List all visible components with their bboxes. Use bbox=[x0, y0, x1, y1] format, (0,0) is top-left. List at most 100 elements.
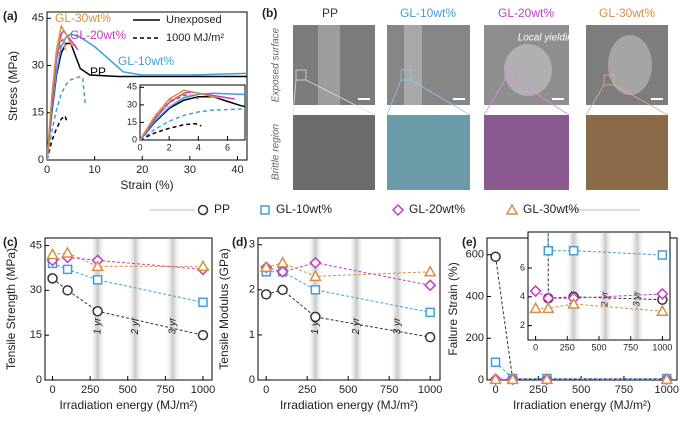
time-band bbox=[307, 239, 324, 379]
x-tick-label: 750 bbox=[615, 384, 633, 396]
stress-strain-curve bbox=[140, 122, 202, 140]
band-label: 1 yr bbox=[92, 317, 103, 334]
y-axis-label: Stress (MPa) bbox=[6, 51, 20, 121]
fit-line bbox=[535, 303, 663, 312]
x-tick-label: 250 bbox=[560, 342, 575, 352]
legend-label: PP bbox=[214, 202, 230, 216]
x-axis-label: Irradiation energy (MJ/m²) bbox=[280, 398, 418, 412]
legend-label: GL-10wt% bbox=[276, 202, 332, 216]
data-point bbox=[310, 285, 321, 295]
y-tick-label: 2 bbox=[249, 284, 255, 296]
band-label: 2 yr bbox=[600, 290, 610, 307]
x-tick-label: 40 bbox=[231, 164, 243, 176]
y-tick-label: 45 bbox=[32, 12, 44, 24]
legend-label: GL-20wt% bbox=[409, 202, 465, 216]
data-point bbox=[260, 289, 272, 300]
y-tick-label: 15 bbox=[127, 117, 137, 127]
legend-marker bbox=[260, 205, 270, 215]
band-label: 3 yr bbox=[392, 317, 403, 334]
sem-texture bbox=[318, 25, 340, 105]
y-tick-label: 30 bbox=[127, 99, 137, 109]
fit-line bbox=[52, 277, 204, 336]
data-point bbox=[656, 304, 669, 316]
data-point bbox=[198, 297, 208, 308]
data-point bbox=[196, 259, 210, 272]
x-tick-label: 0 bbox=[49, 384, 55, 396]
y-axis-label: Tensile Strength (MPa) bbox=[4, 248, 18, 370]
data-point bbox=[276, 265, 289, 278]
fit-line bbox=[266, 289, 431, 338]
fit-line bbox=[52, 262, 204, 303]
x-tick-label: 500 bbox=[591, 342, 606, 352]
y-tick-label: 45 bbox=[30, 239, 42, 251]
x-tick-label: 6 bbox=[225, 142, 230, 152]
x-tick-label: 1000 bbox=[418, 384, 442, 396]
y-tick-label: 400 bbox=[466, 290, 484, 302]
curve-label: GL-10wt% bbox=[118, 54, 174, 68]
sem-texture bbox=[404, 25, 422, 105]
x-tick-label: 500 bbox=[339, 384, 357, 396]
x-tick-label: 0 bbox=[263, 384, 269, 396]
legend-label: GL-30wt% bbox=[523, 202, 579, 216]
data-point bbox=[540, 372, 554, 385]
panel-label: (c) bbox=[3, 235, 18, 249]
fit-line bbox=[535, 290, 663, 299]
x-tick-label: 750 bbox=[623, 342, 638, 352]
x-tick-label: 10 bbox=[88, 164, 100, 176]
data-point bbox=[543, 245, 554, 256]
curve-label: GL-30wt% bbox=[55, 11, 111, 25]
band-label: 3 yr bbox=[631, 290, 641, 306]
y-axis-label: Tensile Modulus (GPa) bbox=[217, 248, 231, 369]
data-point bbox=[91, 259, 104, 272]
curve-label: PP bbox=[90, 65, 106, 79]
time-band bbox=[127, 239, 144, 379]
stress-strain-curve bbox=[47, 114, 68, 160]
panel-label: (e) bbox=[462, 235, 477, 249]
x-tick-label: 4 bbox=[196, 142, 201, 152]
y-tick-label: 30 bbox=[32, 59, 44, 71]
panel-b-images: (b) PP GL-10wt% GL-20wt% GL-30wt% Expose… bbox=[262, 6, 669, 190]
data-point bbox=[424, 279, 437, 292]
data-point bbox=[506, 372, 519, 385]
sem-image bbox=[387, 25, 470, 105]
y-tick-label: 1 bbox=[249, 329, 255, 341]
data-point bbox=[529, 284, 542, 298]
data-point bbox=[61, 246, 74, 258]
data-point bbox=[259, 260, 273, 273]
column-header: GL-20wt% bbox=[498, 6, 554, 20]
x-axis-label: Irradiation energy (MJ/m²) bbox=[59, 398, 197, 412]
y-tick-label: 4 bbox=[520, 291, 525, 301]
data-point bbox=[423, 265, 437, 277]
sem-image bbox=[387, 115, 470, 190]
legend-marker bbox=[197, 204, 209, 216]
data-point bbox=[424, 331, 436, 343]
stress-strain-curve bbox=[140, 92, 245, 140]
column-header: PP bbox=[322, 6, 338, 20]
band-label: 1 yr bbox=[310, 317, 321, 334]
time-band bbox=[164, 239, 181, 379]
stress-strain-curve bbox=[47, 75, 86, 160]
stress-strain-curve bbox=[140, 93, 196, 140]
sem-image bbox=[586, 115, 668, 190]
x-tick-label: 1000 bbox=[652, 342, 672, 352]
sem-image bbox=[293, 115, 375, 190]
data-point bbox=[276, 256, 289, 268]
data-point bbox=[277, 284, 288, 296]
band-label: 2 yr bbox=[130, 317, 141, 335]
x-tick-label: 0 bbox=[137, 142, 142, 152]
fit-line bbox=[547, 232, 663, 256]
data-point bbox=[197, 329, 209, 341]
y-tick-label: 0 bbox=[478, 374, 484, 386]
band-label: 3 yr bbox=[168, 317, 179, 334]
column-header: GL-30wt% bbox=[599, 6, 655, 20]
y-tick-label: 45 bbox=[127, 82, 137, 92]
legend-label: 1000 MJ/m² bbox=[166, 32, 224, 44]
image-annotation: Local yielding bbox=[518, 33, 579, 44]
y-tick-label: 30 bbox=[30, 284, 42, 296]
x-tick-label: 2 bbox=[167, 142, 172, 152]
y-tick-label: 15 bbox=[30, 329, 42, 341]
x-tick-label: 20 bbox=[136, 164, 148, 176]
data-point bbox=[529, 301, 542, 314]
y-tick-label: 2 bbox=[520, 320, 525, 330]
